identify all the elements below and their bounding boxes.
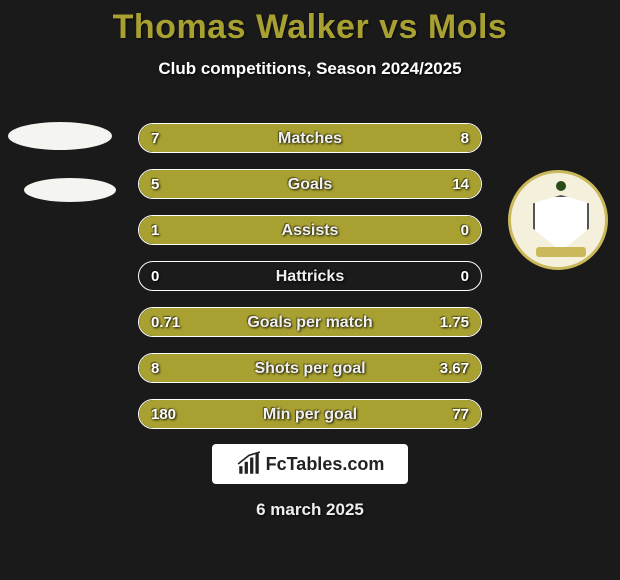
stat-label: Goals per match	[139, 308, 481, 337]
stat-value-left: 1	[151, 216, 159, 245]
stat-value-left: 8	[151, 354, 159, 383]
page-title: Thomas Walker vs Mols	[0, 0, 620, 47]
watermark-text: FcTables.com	[266, 454, 385, 475]
stat-value-right: 14	[452, 170, 469, 199]
stat-label: Hattricks	[139, 262, 481, 291]
subtitle: Club competitions, Season 2024/2025	[0, 59, 620, 79]
stat-value-left: 0	[151, 262, 159, 291]
chart-icon	[236, 451, 262, 477]
stat-row: Goals per match0.71 1.75	[138, 307, 482, 337]
stat-value-right: 3.67	[440, 354, 469, 383]
stat-label: Matches	[139, 124, 481, 153]
stat-row: Assists1 0	[138, 215, 482, 245]
stat-value-right: 0	[461, 262, 469, 291]
stat-value-left: 180	[151, 400, 176, 429]
stat-value-left: 7	[151, 124, 159, 153]
watermark: FcTables.com	[212, 444, 408, 484]
badge-ellipse	[8, 122, 112, 150]
comparison-infographic: Thomas Walker vs Mols Club competitions,…	[0, 0, 620, 580]
stats-panel: Matches78Goals514Assists10Hattricks00Goa…	[138, 123, 482, 445]
stat-label: Assists	[139, 216, 481, 245]
stat-row: Shots per goal8 3.67	[138, 353, 482, 383]
stat-row: Min per goal180 77	[138, 399, 482, 429]
date-text: 6 march 2025	[0, 500, 620, 520]
badge-ellipse	[24, 178, 116, 202]
stat-value-left: 5	[151, 170, 159, 199]
stat-value-right: 0	[461, 216, 469, 245]
stat-label: Goals	[139, 170, 481, 199]
stat-row: Goals5 14	[138, 169, 482, 199]
stat-label: Shots per goal	[139, 354, 481, 383]
crest-icon	[508, 170, 608, 270]
stat-value-right: 1.75	[440, 308, 469, 337]
right-team-badge	[508, 170, 608, 270]
stat-value-left: 0.71	[151, 308, 180, 337]
stat-value-right: 77	[452, 400, 469, 429]
stat-label: Min per goal	[139, 400, 481, 429]
stat-value-right: 8	[461, 124, 469, 153]
stat-row: Hattricks0 0	[138, 261, 482, 291]
stat-row: Matches7 8	[138, 123, 482, 153]
